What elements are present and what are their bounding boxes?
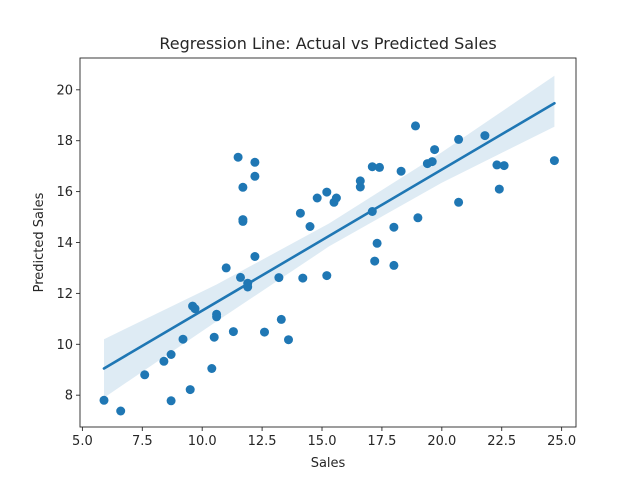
data-point: [331, 193, 341, 203]
data-point: [312, 193, 322, 203]
data-point: [238, 182, 248, 192]
data-point: [233, 152, 243, 162]
data-point: [178, 334, 188, 344]
data-point: [276, 314, 286, 324]
data-point: [427, 157, 437, 167]
y-tick-label: 16: [56, 185, 73, 200]
data-point: [190, 304, 200, 314]
y-axis-label: Predicted Sales: [32, 192, 47, 292]
x-tick-label: 15.0: [308, 434, 337, 449]
y-tick-label: 10: [56, 338, 73, 353]
data-point: [284, 335, 293, 345]
data-point: [413, 213, 423, 223]
data-point: [238, 216, 248, 226]
data-point: [209, 332, 219, 342]
data-point: [389, 222, 399, 232]
y-tick-label: 18: [56, 134, 73, 149]
y-tick-label: 8: [65, 389, 73, 404]
data-point: [99, 395, 109, 405]
data-point: [166, 350, 176, 359]
data-point: [236, 272, 245, 282]
data-point: [228, 327, 238, 337]
x-axis: 5.0 7.5 10.0 12.5 15.0 17.5 20.0 22.5 25.0: [72, 427, 576, 449]
data-point: [207, 364, 217, 373]
data-point: [250, 252, 260, 261]
plot-area: [99, 75, 559, 416]
data-point: [305, 222, 315, 231]
y-axis: 8 10 12 14 16 18 20: [56, 83, 80, 404]
data-point: [411, 121, 420, 131]
data-point: [295, 208, 305, 218]
chart-title: Regression Line: Actual vs Predicted Sal…: [159, 34, 496, 53]
data-point: [116, 406, 126, 416]
x-axis-label: Sales: [311, 456, 346, 471]
data-point: [372, 238, 382, 248]
y-tick-label: 14: [56, 236, 73, 251]
data-point: [375, 162, 384, 172]
data-point: [389, 260, 399, 270]
data-point: [494, 184, 504, 194]
data-point: [166, 396, 176, 406]
data-point: [250, 171, 260, 181]
x-tick-label: 20.0: [427, 434, 456, 449]
data-point: [159, 356, 169, 366]
data-point: [492, 160, 502, 170]
data-point: [367, 162, 377, 172]
data-point: [322, 271, 332, 281]
data-point: [499, 161, 509, 171]
x-tick-label: 12.5: [248, 434, 277, 449]
x-tick-label: 7.5: [132, 434, 153, 449]
data-point: [370, 256, 380, 266]
data-point: [322, 187, 332, 197]
data-point: [212, 312, 222, 322]
x-tick-label: 5.0: [72, 434, 93, 449]
regression-line: [102, 101, 556, 370]
data-point: [549, 156, 559, 166]
y-tick-label: 20: [56, 83, 73, 98]
x-tick-label: 10.0: [188, 434, 217, 449]
data-point: [185, 385, 195, 395]
data-point: [140, 370, 150, 380]
data-point: [480, 131, 490, 141]
data-point: [454, 134, 464, 144]
data-point: [298, 273, 308, 283]
y-tick-label: 12: [56, 287, 73, 302]
data-point: [396, 166, 406, 176]
data-point: [260, 327, 269, 337]
data-point: [221, 263, 231, 273]
data-point: [454, 197, 464, 207]
x-tick-label: 25.0: [547, 434, 576, 449]
data-point: [274, 273, 284, 283]
data-point: [355, 176, 365, 186]
data-point: [430, 145, 440, 155]
x-tick-label: 17.5: [367, 434, 396, 449]
data-point: [250, 157, 260, 167]
x-tick-label: 22.5: [487, 434, 516, 449]
